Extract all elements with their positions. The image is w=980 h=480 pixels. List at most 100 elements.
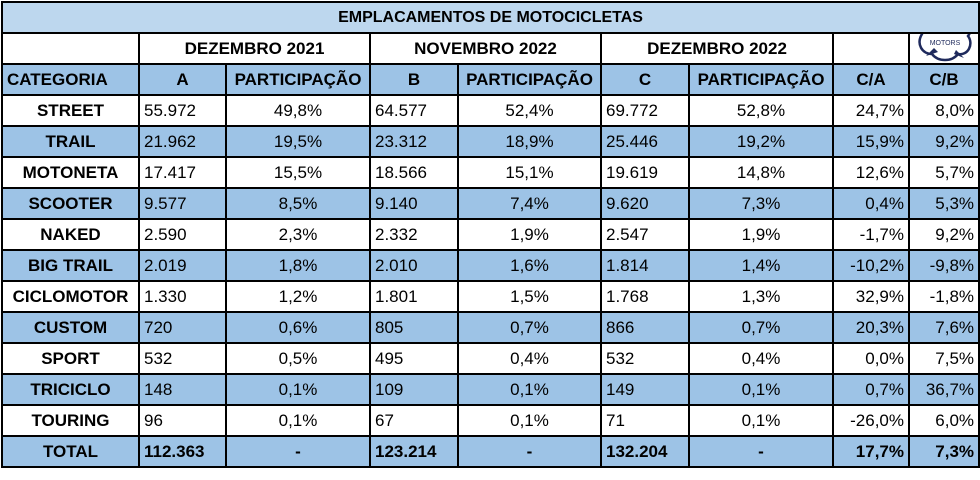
table-row: MOTONETA 17.417 15,5% 18.566 15,1% 19.619 14,8… [1, 156, 980, 189]
cell-b: 23.312 [369, 125, 459, 158]
cell-c: 69.772 [600, 94, 690, 127]
cell-ca: 0,0% [832, 342, 910, 375]
cell-b: 9.140 [369, 187, 459, 220]
cell-pa: 0,5% [225, 342, 371, 375]
cell-c: 25.446 [600, 125, 690, 158]
cell-ca: 20,3% [832, 311, 910, 344]
cell-pb: 1,6% [457, 249, 602, 282]
cell-name: SPORT [1, 342, 140, 375]
cell-name: STREET [1, 94, 140, 127]
cell-pb: 0,1% [457, 404, 602, 437]
cell-pc: 7,3% [688, 187, 834, 220]
header-c: C [600, 63, 690, 96]
cell-c: 1.768 [600, 280, 690, 313]
table-row: TRICICLO 148 0,1% 109 0,1% 149 0,1% 0,7% 36,7% [1, 373, 980, 406]
table-title-text: EMPLACAMENTOS DE MOTOCICLETAS [338, 8, 643, 26]
logo-cell: ED MOTORS [907, 32, 980, 65]
cell-cb: 5,7% [907, 156, 980, 189]
cell-cb: -1,8% [907, 280, 980, 313]
header-participacao-c: PARTICIPAÇÃO [688, 63, 834, 96]
cell-pb: 15,1% [457, 156, 602, 189]
cell-name: TOURING [1, 404, 140, 437]
cell-pb: 1,5% [457, 280, 602, 313]
empty-corner-cell [1, 32, 140, 65]
cell-name: CICLOMOTOR [1, 280, 140, 313]
cell-pc: 1,3% [688, 280, 834, 313]
cell-pb: 52,4% [457, 94, 602, 127]
cell-c: 532 [600, 342, 690, 375]
cell-b: 18.566 [369, 156, 459, 189]
cell-name: NAKED [1, 218, 140, 251]
cell-a: 532 [138, 342, 227, 375]
cell-pb: 0,4% [457, 342, 602, 375]
cell-c: 1.814 [600, 249, 690, 282]
logo-text-bottom: MOTORS [930, 40, 961, 47]
cell-pa: 1,8% [225, 249, 371, 282]
cell-pc: 0,1% [688, 373, 834, 406]
cell-name: CUSTOM [1, 311, 140, 344]
cell-c: 71 [600, 404, 690, 437]
cell-pc: 0,4% [688, 342, 834, 375]
cell-ca: 12,6% [832, 156, 910, 189]
cell-pc: 0,1% [688, 404, 834, 437]
cell-cb: 5,3% [907, 187, 980, 220]
header-categoria: CATEGORIA [1, 63, 140, 96]
table-title: EMPLACAMENTOS DE MOTOCICLETAS [0, 1, 980, 34]
header-c-over-b: C/B [907, 63, 980, 96]
cell-a: 21.962 [138, 125, 227, 158]
cell-b: 64.577 [369, 94, 459, 127]
cell-pa: 8,5% [225, 187, 371, 220]
cell-c: 149 [600, 373, 690, 406]
cell-pc: 1,9% [688, 218, 834, 251]
table-row: CICLOMOTOR 1.330 1,2% 1.801 1,5% 1.768 1,3% 32,… [1, 280, 980, 313]
cell-pa: 0,1% [225, 373, 371, 406]
cell-b: 2.010 [369, 249, 459, 282]
cell-ca: 24,7% [832, 94, 910, 127]
cell-pb: 0,7% [457, 311, 602, 344]
header-a: A [138, 63, 227, 96]
cell-ca: -1,7% [832, 218, 910, 251]
cell-pa: 15,5% [225, 156, 371, 189]
cell-a: 720 [138, 311, 227, 344]
column-header-row: CATEGORIA A PARTICIPAÇÃO B PARTICIPAÇÃO … [1, 63, 980, 96]
total-row: TOTAL 112.363 - 123.214 - 132.204 - 17,7… [1, 435, 980, 468]
header-participacao-a: PARTICIPAÇÃO [225, 63, 371, 96]
cell-pb: 7,4% [457, 187, 602, 220]
cell-b: 109 [369, 373, 459, 406]
cell-a: 17.417 [138, 156, 227, 189]
cell-name: TRAIL [1, 125, 140, 158]
table-row: TRAIL 21.962 19,5% 23.312 18,9% 25.446 19,2% 15… [1, 125, 980, 158]
total-ca: 17,7% [832, 435, 910, 468]
cell-b: 2.332 [369, 218, 459, 251]
period-dec-2021: DEZEMBRO 2021 [138, 32, 371, 65]
cell-cb: 36,7% [907, 373, 980, 406]
cell-ca: 15,9% [832, 125, 910, 158]
cell-cb: 9,2% [907, 125, 980, 158]
total-a: 112.363 [138, 435, 227, 468]
cell-ca: 0,4% [832, 187, 910, 220]
cell-ca: 0,7% [832, 373, 910, 406]
cell-a: 148 [138, 373, 227, 406]
total-label: TOTAL [1, 435, 140, 468]
cell-pa: 2,3% [225, 218, 371, 251]
cell-pa: 49,8% [225, 94, 371, 127]
table-row: TOURING 96 0,1% 67 0,1% 71 0,1% -26,0% 6,0% [1, 404, 980, 437]
total-cb: 7,3% [907, 435, 980, 468]
total-pa: - [225, 435, 371, 468]
cell-pc: 19,2% [688, 125, 834, 158]
table-row: CUSTOM 720 0,6% 805 0,7% 866 0,7% 20,3% 7,6% [1, 311, 980, 344]
motorcycle-registrations-table: EMPLACAMENTOS DE MOTOCICLETAS DEZEMBRO 2… [0, 1, 980, 468]
cell-b: 805 [369, 311, 459, 344]
table-row: SPORT 532 0,5% 495 0,4% 532 0,4% 0,0% 7,5% [1, 342, 980, 375]
table-row: STREET 55.972 49,8% 64.577 52,4% 69.772 52,8% 2… [1, 94, 980, 127]
cell-pb: 1,9% [457, 218, 602, 251]
cell-a: 9.577 [138, 187, 227, 220]
cell-a: 55.972 [138, 94, 227, 127]
cell-pc: 14,8% [688, 156, 834, 189]
header-b: B [369, 63, 459, 96]
cell-ca: 32,9% [832, 280, 910, 313]
period-nov-2022: NOVEMBRO 2022 [369, 32, 602, 65]
header-participacao-b: PARTICIPAÇÃO [457, 63, 602, 96]
cell-a: 1.330 [138, 280, 227, 313]
cell-pc: 0,7% [688, 311, 834, 344]
